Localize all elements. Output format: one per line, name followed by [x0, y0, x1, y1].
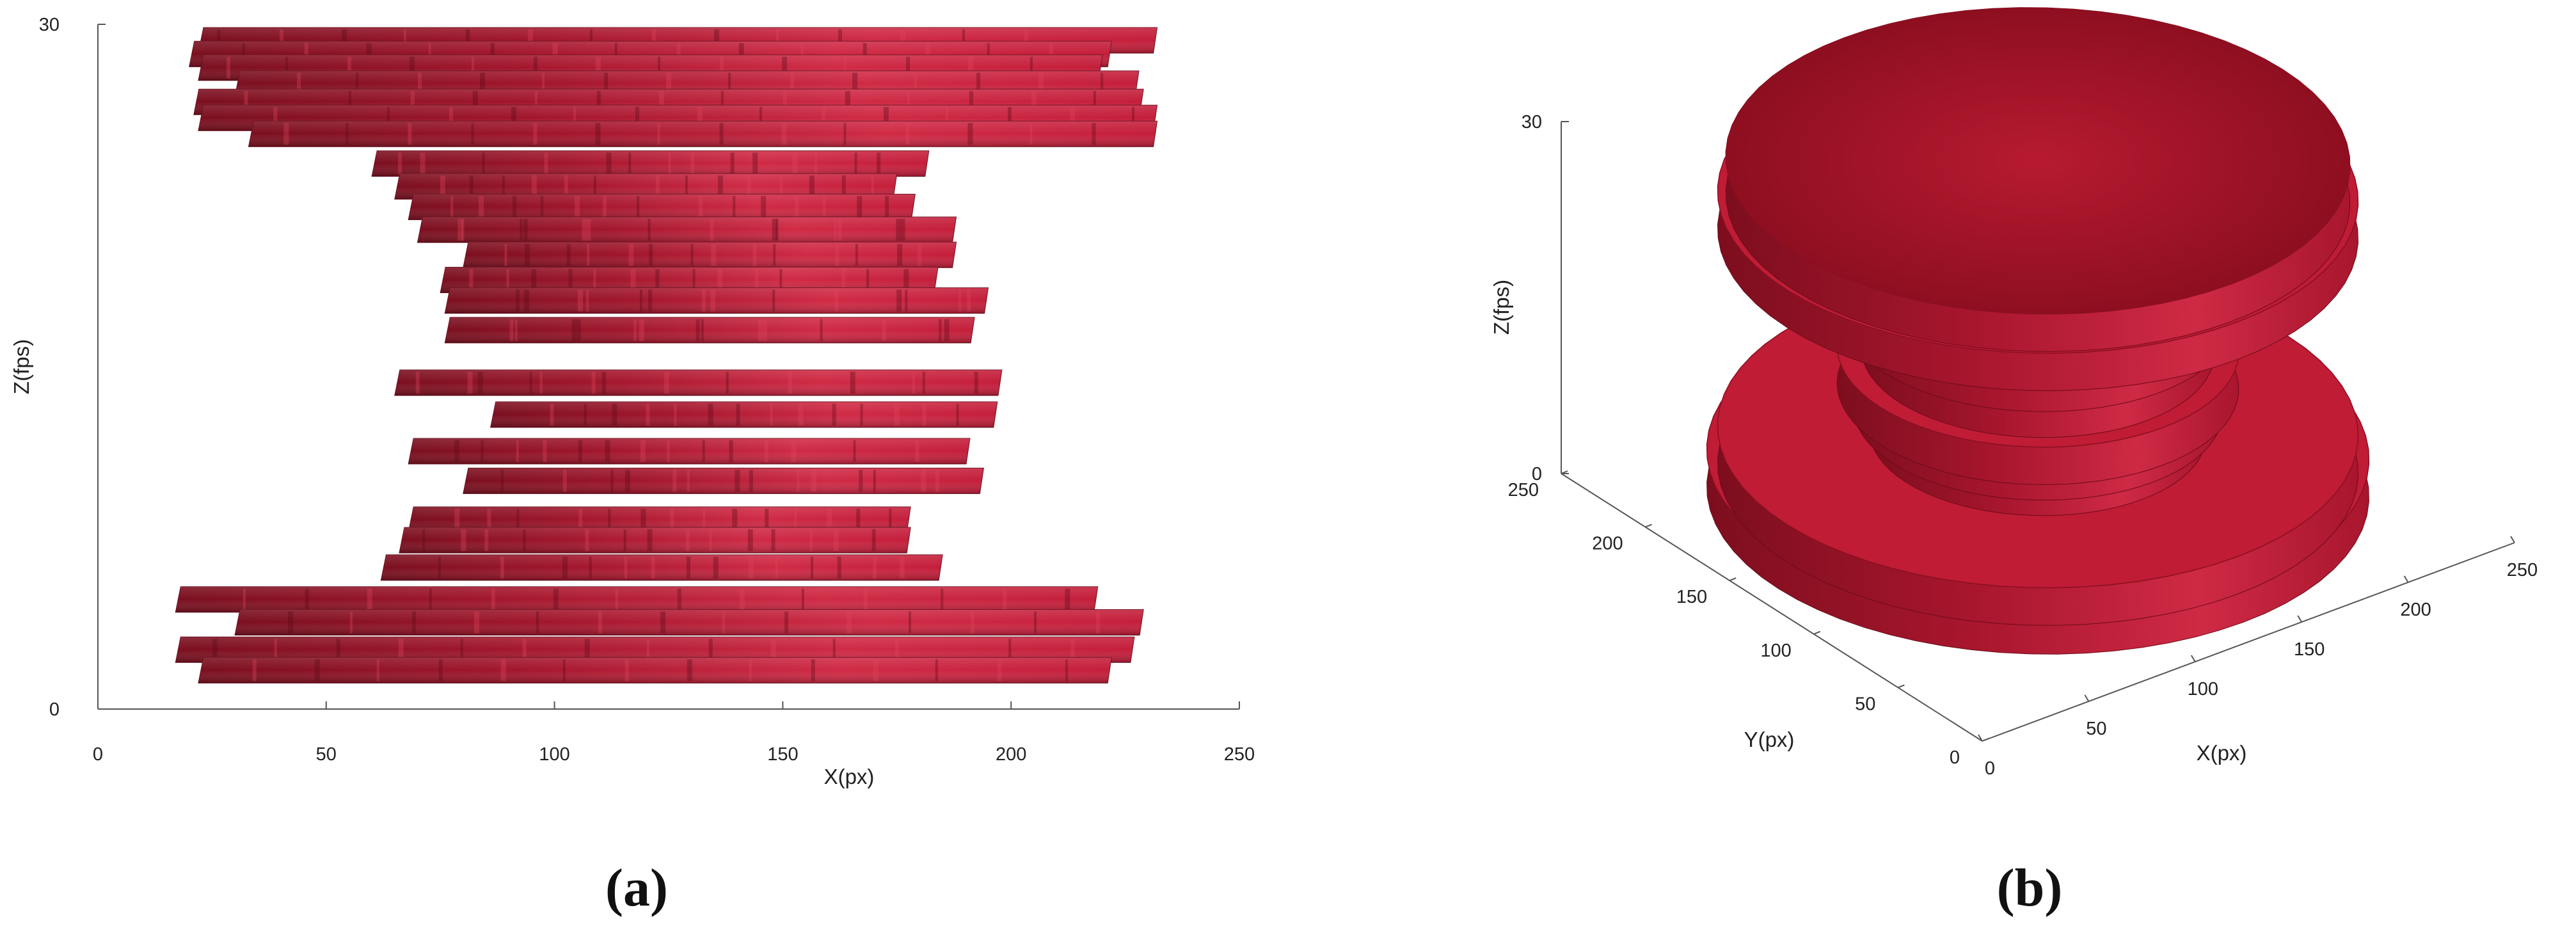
x-tick-label: 50	[316, 744, 337, 765]
bar	[394, 173, 898, 200]
y-tick-label-b: 0	[1950, 747, 1960, 768]
y-tick-mark-b	[1898, 684, 1905, 689]
x-tick-mark-b	[2084, 694, 2090, 702]
x-tick-label: 150	[767, 744, 798, 765]
bar	[444, 317, 975, 344]
bar	[198, 657, 1112, 683]
y-axis-line-b	[1561, 473, 1983, 742]
bars-a	[175, 27, 1158, 683]
x-tick-label: 100	[539, 744, 569, 765]
x-tick-label-b: 150	[2294, 639, 2325, 660]
bar	[175, 636, 1135, 663]
x-tick-mark-b	[2403, 575, 2409, 583]
bar	[234, 609, 1144, 635]
x-tick-mark-b	[2297, 615, 2303, 623]
z-axis-label-b: Z(fps)	[1490, 280, 1513, 335]
y-tick-label-b: 50	[1855, 694, 1875, 714]
x-tick-label-b: 0	[1985, 758, 1995, 779]
z-tick-label-b: 0	[1532, 464, 1542, 484]
y-tick-mark-b	[1729, 577, 1737, 582]
bar	[440, 266, 939, 293]
x-tick-label-b: 50	[2086, 719, 2106, 739]
bar	[371, 150, 930, 177]
bar	[490, 401, 998, 428]
x-tick-mark-b	[2510, 536, 2515, 543]
x-axis-label-b: X(px)	[2197, 741, 2247, 765]
bar	[408, 506, 911, 533]
bar	[380, 554, 943, 581]
ring	[1725, 7, 2351, 352]
x-tick-label: 0	[93, 744, 103, 765]
x-ticks-a: 0 50 100 150 200 250	[93, 701, 1255, 765]
bar	[248, 120, 1158, 147]
y-ticks-a: 0 30	[39, 15, 106, 720]
y-axis-label-a: Z(fps)	[10, 339, 33, 394]
x-tick-mark-b	[1978, 734, 1983, 742]
y-tick-label: 30	[39, 15, 60, 35]
x-axis-label-a: X(px)	[824, 765, 875, 788]
panel-caption-b: (b)	[1997, 858, 2063, 918]
y-tick-mark-b	[1645, 523, 1652, 528]
x-tick-label: 200	[996, 744, 1026, 765]
bar	[463, 467, 984, 494]
surface-3d	[1706, 7, 2370, 655]
x-tick-label-b: 250	[2507, 560, 2538, 580]
y-tick-label-b: 100	[1760, 641, 1791, 661]
y-tick-mark-b	[1982, 738, 1989, 742]
y-tick-mark-b	[1813, 630, 1821, 635]
x-tick-label-b: 200	[2400, 600, 2431, 620]
y-tick-label: 0	[49, 699, 60, 720]
bar	[175, 586, 1099, 613]
bar	[408, 438, 971, 465]
y-axis-label-b: Y(px)	[1744, 728, 1795, 751]
bar	[444, 287, 989, 314]
z-tick-label-b: 30	[1522, 112, 1542, 132]
bar	[417, 216, 957, 243]
panel-caption-a: (a)	[605, 858, 668, 918]
y-tick-label-b: 150	[1676, 587, 1707, 607]
y-tick-label-b: 200	[1592, 534, 1623, 554]
x-axis-line-b	[1982, 542, 2515, 742]
x-tick-label-b: 100	[2188, 679, 2218, 699]
x-tick-mark-b	[2190, 655, 2196, 662]
x-tick-label: 250	[1224, 744, 1255, 765]
y-tick-label-b: 250	[1508, 480, 1539, 500]
bar	[463, 241, 957, 268]
bar	[408, 193, 916, 220]
bar	[399, 527, 911, 554]
bar	[394, 369, 1003, 396]
panel-a: 0 50 100 150 200 250 0 30 X(px) Z(fps) (a)	[10, 15, 1255, 918]
